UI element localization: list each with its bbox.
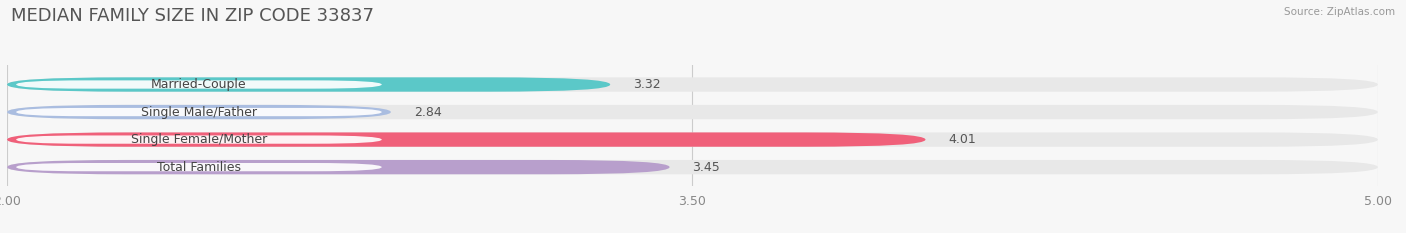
FancyBboxPatch shape (15, 108, 382, 116)
FancyBboxPatch shape (7, 160, 1378, 174)
Text: 3.45: 3.45 (692, 161, 720, 174)
Text: Source: ZipAtlas.com: Source: ZipAtlas.com (1284, 7, 1395, 17)
Text: Married-Couple: Married-Couple (150, 78, 247, 91)
FancyBboxPatch shape (7, 160, 669, 174)
Text: Single Female/Mother: Single Female/Mother (131, 133, 267, 146)
Text: 2.84: 2.84 (413, 106, 441, 119)
FancyBboxPatch shape (7, 132, 925, 147)
FancyBboxPatch shape (7, 77, 1378, 92)
FancyBboxPatch shape (7, 132, 1378, 147)
Text: 3.32: 3.32 (633, 78, 661, 91)
Text: Total Families: Total Families (157, 161, 240, 174)
FancyBboxPatch shape (7, 77, 610, 92)
Text: MEDIAN FAMILY SIZE IN ZIP CODE 33837: MEDIAN FAMILY SIZE IN ZIP CODE 33837 (11, 7, 374, 25)
FancyBboxPatch shape (15, 163, 382, 171)
FancyBboxPatch shape (15, 135, 382, 144)
FancyBboxPatch shape (15, 80, 382, 89)
FancyBboxPatch shape (7, 105, 391, 119)
FancyBboxPatch shape (7, 105, 1378, 119)
Text: 4.01: 4.01 (948, 133, 976, 146)
Text: Single Male/Father: Single Male/Father (141, 106, 257, 119)
